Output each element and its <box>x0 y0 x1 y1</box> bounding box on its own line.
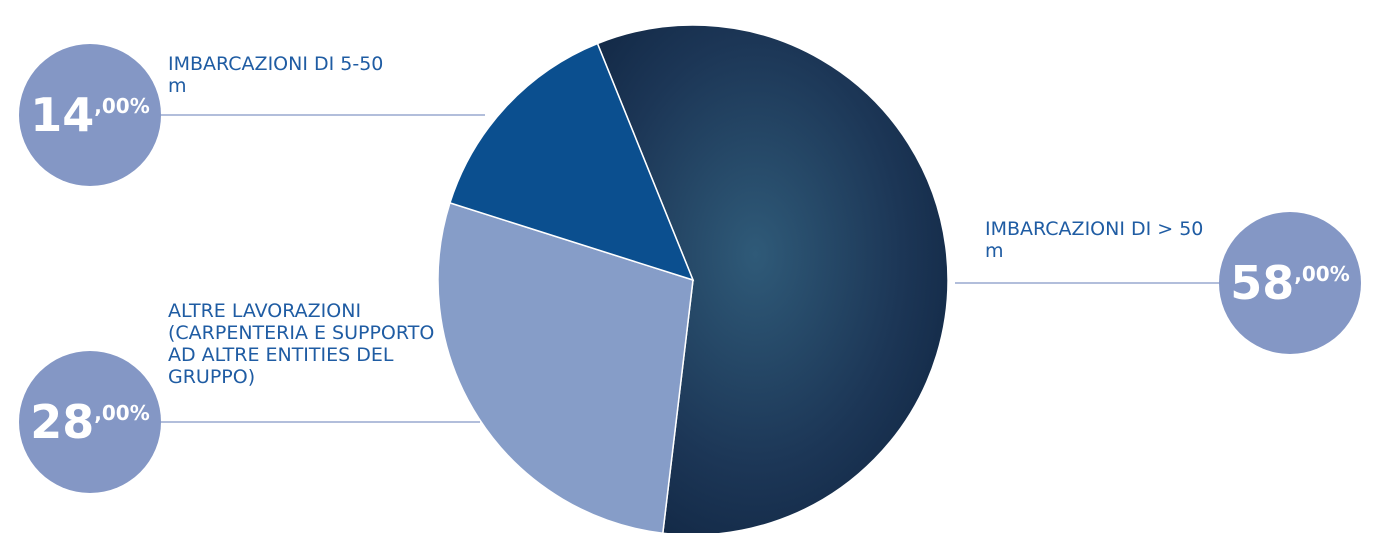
category-label: IMBARCAZIONI DI > 50 m <box>985 218 1204 262</box>
value-bubble <box>19 351 161 493</box>
pie-slice <box>437 201 694 533</box>
value-bubble <box>19 44 161 186</box>
value-label: 58,00% <box>1230 256 1349 310</box>
pie-slice <box>596 24 949 533</box>
value-label: 14,00% <box>30 88 149 142</box>
category-label: IMBARCAZIONI DI 5-50 m <box>168 53 384 97</box>
category-label: ALTRE LAVORAZIONI (CARPENTERIA E SUPPORT… <box>168 300 435 388</box>
value-label: 28,00% <box>30 395 149 449</box>
value-bubble <box>1219 212 1361 354</box>
pie-slice <box>448 42 695 282</box>
